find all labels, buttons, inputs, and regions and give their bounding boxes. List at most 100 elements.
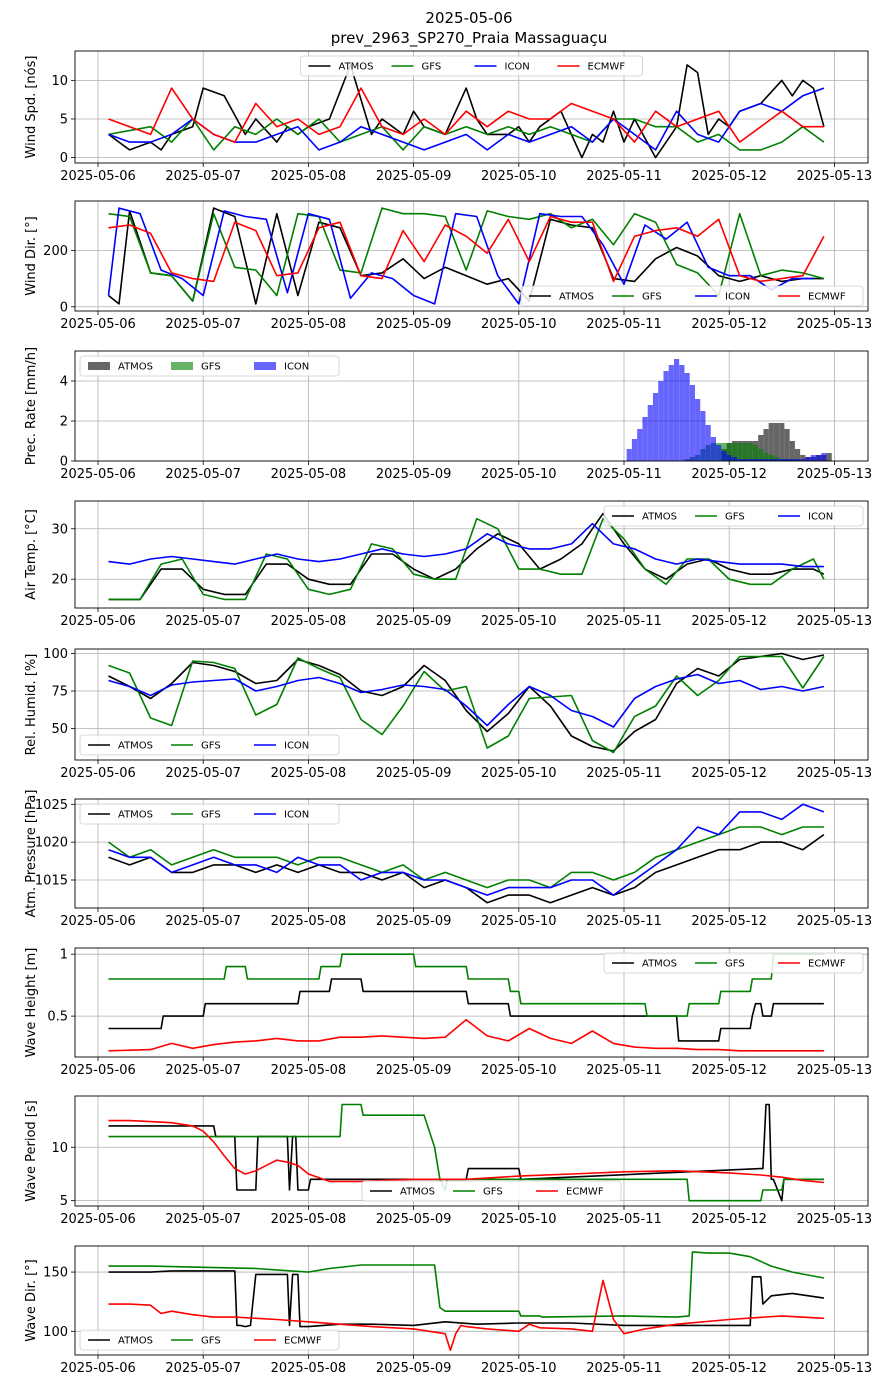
legend-label: ICON <box>284 810 309 821</box>
bar-atmos <box>773 423 780 461</box>
x-tick-label: 2025-05-08 <box>271 1361 347 1376</box>
series-line-ecmwf <box>108 87 824 143</box>
bar-icon <box>658 381 664 461</box>
x-tick-label: 2025-05-12 <box>691 1361 767 1376</box>
legend-label: ECMWF <box>808 292 846 303</box>
bar-icon <box>789 459 795 461</box>
bar-icon <box>679 365 685 461</box>
panel-prec: 2025-05-06 2025-05-07 2025-05-08 2025-05-09… <box>24 347 872 482</box>
legend-label: ATMOS <box>339 62 374 73</box>
y-tick-label: 100 <box>43 1325 68 1340</box>
series-line-icon <box>107 207 814 305</box>
legend-box <box>79 355 340 377</box>
x-tick-label: 2025-05-09 <box>376 1063 452 1078</box>
x-tick-label: 2025-05-07 <box>165 1063 241 1078</box>
series-line-gfs <box>108 207 825 302</box>
legend-swatch <box>254 362 276 370</box>
figure-title-station: prev_2963_SP270_Praia Massaguaçu <box>331 29 608 48</box>
series-line-atmos <box>108 978 824 1042</box>
bar-atmos <box>789 441 795 461</box>
legend-label: GFS <box>422 62 442 73</box>
x-tick-label: 2025-05-13 <box>797 317 873 332</box>
bar-icon <box>731 457 738 461</box>
series-line-ecmwf <box>108 215 825 283</box>
legend-label: GFS <box>483 1187 503 1198</box>
x-tick-label: 2025-05-11 <box>586 914 662 929</box>
bar-gfs <box>747 443 753 461</box>
x-tick-label: 2025-05-13 <box>797 467 873 482</box>
y-tick-label: 5 <box>60 112 68 127</box>
x-tick-label: 2025-05-06 <box>60 914 136 929</box>
x-tick-label: 2025-05-11 <box>586 1212 662 1227</box>
legend: ATMOS GFS ICON <box>603 505 864 527</box>
legend-label: ATMOS <box>642 959 677 970</box>
plot-area <box>108 803 825 904</box>
bar-icon <box>742 459 748 461</box>
y-axis-label: Prec. Rate [mm/h] <box>24 347 39 465</box>
axes-frame <box>74 798 869 909</box>
x-tick-label: 2025-05-09 <box>376 1361 452 1376</box>
bar-atmos <box>758 435 764 461</box>
x-tick-label: 2025-05-08 <box>271 1063 347 1078</box>
axes-frame <box>74 500 869 609</box>
y-axis-label: Air Temp. [°C] <box>24 509 39 600</box>
x-tick-label: 2025-05-11 <box>586 766 662 781</box>
panel-rel_hum: 2025-05-06 2025-05-07 2025-05-08 2025-05-09… <box>24 647 872 781</box>
bar-atmos <box>800 455 806 461</box>
legend-label: ECMWF <box>566 1187 604 1198</box>
x-tick-label: 2025-05-06 <box>60 317 136 332</box>
y-tick-label: 200 <box>43 244 68 259</box>
axes-frame <box>74 350 869 462</box>
bar-icon <box>689 385 695 461</box>
bar-gfs <box>763 453 769 461</box>
legend-label: ATMOS <box>642 512 677 523</box>
legend-label: ECMWF <box>284 1336 322 1347</box>
x-tick-label: 2025-05-08 <box>271 169 347 184</box>
x-tick-label: 2025-05-07 <box>165 1212 241 1227</box>
x-tick-label: 2025-05-07 <box>165 766 241 781</box>
y-tick-label: 1 <box>60 948 68 963</box>
legend: ATMOS GFS ECMWF <box>603 952 864 974</box>
bar-icon <box>642 417 648 461</box>
panel-wave_period: 2025-05-06 2025-05-07 2025-05-08 2025-05-09… <box>24 1095 872 1227</box>
y-axis-label: Wave Height [m] <box>24 948 39 1058</box>
bar-icon <box>805 457 811 461</box>
series-line-gfs <box>108 826 824 889</box>
y-axis-label: Wind Spd. [nós] <box>24 56 39 159</box>
panel-wind_spd: 2025-05-06 2025-05-07 2025-05-08 2025-05-09… <box>24 50 872 184</box>
plot-area <box>107 207 825 305</box>
x-tick-label: 2025-05-12 <box>691 169 767 184</box>
y-tick-label: 1020 <box>35 836 68 851</box>
x-tick-label: 2025-05-07 <box>165 914 241 929</box>
legend-label: GFS <box>201 1336 221 1347</box>
panel-air_temp: 2025-05-06 2025-05-07 2025-05-08 2025-05-09… <box>24 500 872 629</box>
legend-label: ICON <box>284 741 309 752</box>
y-axis-label: Wave Dir. [°] <box>24 1259 39 1342</box>
x-tick-label: 2025-05-09 <box>376 614 452 629</box>
y-tick-label: 0 <box>60 455 68 470</box>
x-tick-label: 2025-05-06 <box>60 766 136 781</box>
bar-icon <box>674 359 680 461</box>
bar-atmos <box>763 429 769 461</box>
legend: ATMOS GFS ICON <box>79 734 340 756</box>
x-tick-label: 2025-05-13 <box>797 1063 873 1078</box>
series-line-icon <box>108 673 825 728</box>
legend: ATMOS GFS ICON <box>79 355 340 377</box>
legend-label: GFS <box>201 362 221 373</box>
legend-box <box>79 734 340 756</box>
plot-area <box>626 359 832 461</box>
bar-icon <box>773 459 780 461</box>
y-tick-label: 0 <box>60 151 68 166</box>
legend-label: ICON <box>725 292 750 303</box>
x-tick-label: 2025-05-07 <box>165 467 241 482</box>
x-tick-label: 2025-05-09 <box>376 317 452 332</box>
bar-gfs <box>731 443 738 461</box>
bar-icon <box>768 459 774 461</box>
bar-atmos <box>768 423 774 461</box>
x-tick-label: 2025-05-07 <box>165 317 241 332</box>
y-tick-label: 30 <box>51 522 68 537</box>
x-tick-label: 2025-05-09 <box>376 169 452 184</box>
x-tick-label: 2025-05-06 <box>60 1063 136 1078</box>
bar-icon <box>821 453 827 461</box>
panel-wind_dir: 2025-05-06 2025-05-07 2025-05-08 2025-05-09… <box>24 200 873 332</box>
